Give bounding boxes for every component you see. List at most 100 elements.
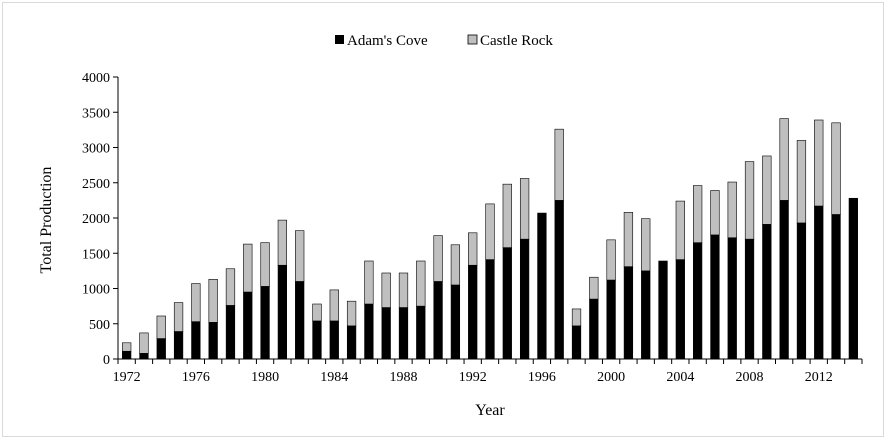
bar-adam-s-cove-1973 — [139, 353, 149, 360]
bar-castle-rock-2005 — [693, 185, 703, 243]
bar-castle-rock-2009 — [762, 155, 772, 225]
bar-castle-rock-2007 — [727, 181, 737, 239]
bar-castle-rock-1980 — [260, 242, 270, 287]
bar-castle-rock-1986 — [364, 260, 374, 305]
bar-adam-s-cove-1978 — [225, 305, 236, 360]
bar-adam-s-cove-2011 — [796, 222, 807, 360]
y-tick-label: 0 — [103, 353, 110, 368]
bar-adam-s-cove-2010 — [779, 200, 789, 360]
x-tick-label: 1988 — [389, 370, 417, 385]
bar-adam-s-cove-2002 — [641, 270, 651, 360]
bar-castle-rock-1999 — [589, 276, 599, 300]
bar-castle-rock-1995 — [519, 178, 530, 240]
bar-adam-s-cove-1985 — [346, 325, 357, 360]
bar-castle-rock-2004 — [675, 200, 685, 260]
y-axis-title: Total Production — [38, 167, 55, 274]
bar-adam-s-cove-1975 — [173, 331, 184, 360]
bar-adam-s-cove-1983 — [312, 320, 322, 360]
chart-frame: Adam's Cove Castle Rock 0 500 1000 1500 2000… — [2, 2, 884, 437]
x-axis-title: Year — [475, 402, 505, 419]
bar-adam-s-cove-2005 — [693, 242, 703, 360]
bar-adam-s-cove-1995 — [519, 238, 530, 360]
y-tick-label: 2500 — [82, 177, 110, 192]
bar-castle-rock-1987 — [381, 272, 391, 308]
bar-adam-s-cove-2003 — [658, 260, 668, 360]
legend: Adam's Cove Castle Rock — [335, 33, 553, 49]
bar-adam-s-cove-1994 — [502, 247, 512, 360]
bar-castle-rock-1990 — [433, 235, 443, 282]
bar-castle-rock-1982 — [295, 230, 305, 282]
bar-castle-rock-1991 — [450, 244, 461, 286]
bar-castle-rock-2006 — [710, 190, 720, 236]
y-tick-label: 2000 — [82, 212, 110, 227]
bar-castle-rock-1984 — [329, 289, 339, 322]
bar-adam-s-cove-2007 — [727, 237, 737, 360]
x-tick-label: 2012 — [805, 370, 833, 385]
y-tick-label: 1500 — [82, 247, 110, 262]
legend-label-castle-rock: Castle Rock — [480, 33, 553, 49]
bar-castle-rock-2013 — [831, 122, 841, 215]
bar-adam-s-cove-1986 — [364, 303, 374, 360]
bar-adam-s-cove-1989 — [416, 305, 426, 360]
bar-castle-rock-1976 — [191, 283, 201, 322]
bar-adam-s-cove-1974 — [156, 338, 166, 360]
y-tick-label: 3500 — [82, 106, 110, 121]
y-tick-label: 1000 — [82, 283, 110, 298]
bar-castle-rock-1992 — [468, 232, 478, 266]
bar-adam-s-cove-2000 — [606, 279, 616, 360]
y-tick-label: 3000 — [82, 142, 110, 157]
x-tick-label: 1992 — [459, 370, 487, 385]
bar-castle-rock-1983 — [312, 303, 322, 322]
bar-castle-rock-1972 — [122, 342, 132, 352]
bar-castle-rock-2008 — [744, 161, 755, 240]
bar-castle-rock-1994 — [502, 183, 512, 248]
plot-area — [122, 118, 858, 360]
bar-adam-s-cove-2006 — [710, 234, 720, 360]
x-tick-label: 1996 — [528, 370, 556, 385]
bar-adam-s-cove-1990 — [433, 281, 443, 360]
x-tick-label: 2000 — [597, 370, 625, 385]
bar-castle-rock-1989 — [416, 260, 426, 307]
bar-adam-s-cove-1982 — [295, 281, 305, 360]
bar-adam-s-cove-1972 — [122, 350, 132, 360]
bar-adam-s-cove-1999 — [589, 298, 599, 360]
bar-adam-s-cove-1996 — [537, 212, 547, 360]
bar-adam-s-cove-1979 — [243, 291, 253, 360]
bar-adam-s-cove-1976 — [191, 321, 201, 360]
bar-adam-s-cove-1992 — [468, 264, 478, 360]
legend-swatch-castle-rock — [467, 34, 478, 45]
bar-castle-rock-1977 — [208, 279, 218, 323]
bar-adam-s-cove-2001 — [623, 266, 634, 360]
bar-castle-rock-1978 — [225, 268, 236, 306]
y-tick-label: 4000 — [82, 71, 110, 86]
bar-castle-rock-1973 — [139, 332, 149, 354]
x-tick-label: 2008 — [736, 370, 764, 385]
bar-adam-s-cove-1993 — [485, 259, 495, 360]
bar-castle-rock-1979 — [243, 243, 253, 293]
x-axis: 1972 1976 1980 1984 1988 1992 1996 2000 2004 2008… — [113, 358, 863, 385]
bar-castle-rock-1981 — [277, 219, 287, 266]
bar-adam-s-cove-2009 — [762, 224, 772, 360]
bar-castle-rock-1997 — [554, 128, 564, 201]
bar-castle-rock-2012 — [814, 119, 824, 207]
bar-adam-s-cove-1998 — [571, 325, 582, 360]
x-tick-label: 1976 — [182, 370, 210, 385]
bar-castle-rock-1993 — [485, 203, 495, 260]
bar-adam-s-cove-1984 — [329, 320, 339, 360]
bar-adam-s-cove-1988 — [398, 307, 409, 360]
bar-adam-s-cove-2004 — [675, 259, 685, 360]
bar-castle-rock-2011 — [796, 140, 807, 224]
bar-castle-rock-2000 — [606, 239, 616, 281]
bar-castle-rock-1988 — [398, 272, 409, 308]
bar-castle-rock-2002 — [641, 218, 651, 272]
y-axis: 0 500 1000 1500 2000 2500 3000 3500 4000 — [82, 71, 119, 368]
legend-label-adams-cove: Adam's Cove — [347, 33, 428, 49]
bar-adam-s-cove-2012 — [814, 205, 824, 360]
bar-castle-rock-2010 — [779, 118, 789, 201]
x-tick-label: 1980 — [251, 370, 279, 385]
stacked-bar-chart: Adam's Cove Castle Rock 0 500 1000 1500 2000… — [38, 33, 863, 419]
bar-adam-s-cove-1980 — [260, 286, 270, 360]
bar-castle-rock-1975 — [173, 302, 184, 332]
bar-adam-s-cove-1987 — [381, 307, 391, 360]
bar-adam-s-cove-2014 — [848, 197, 858, 360]
